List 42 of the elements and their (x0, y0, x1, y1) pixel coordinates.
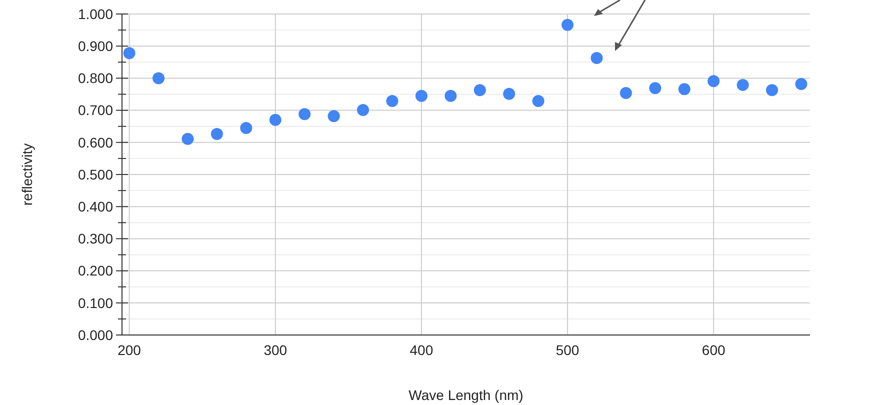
point (474, 84, 486, 96)
point (444, 90, 457, 102)
y-tick-label: 0.200 (78, 262, 114, 279)
x-axis-title: Wave Length (nm) (408, 387, 524, 403)
point (620, 86, 632, 99)
point (269, 114, 282, 126)
point (736, 78, 749, 91)
point (415, 90, 428, 102)
point (357, 104, 370, 116)
point (210, 128, 223, 140)
point (152, 72, 165, 84)
point (766, 84, 778, 96)
x-tick-label: 400 (410, 342, 434, 358)
point (562, 18, 574, 31)
y-tick-label: 0.100 (78, 294, 114, 311)
point (590, 52, 603, 64)
y-tick-label: 0.900 (78, 38, 114, 54)
point (678, 83, 690, 96)
y-tick-label: 0.500 (78, 166, 114, 182)
y-axis-title: reflectivity (19, 143, 35, 206)
point (708, 75, 720, 88)
point (240, 122, 252, 134)
x-tick-label: 600 (702, 342, 726, 358)
y-tick-label: 0.600 (78, 134, 114, 150)
y-tick-label: 0.300 (78, 230, 114, 247)
y-tick-label: 0.000 (78, 326, 114, 343)
point (182, 132, 194, 145)
point (328, 110, 340, 122)
point (123, 47, 136, 60)
x-tick-label: 200 (118, 342, 142, 358)
x-tick-label: 300 (264, 342, 288, 358)
point (532, 95, 544, 107)
y-tick-label: 0.400 (78, 198, 114, 214)
y-tick-label: 0.800 (78, 70, 114, 86)
point (298, 108, 311, 120)
y-tick-label: 1.000 (78, 6, 114, 22)
y-tick-label: 0.700 (78, 102, 114, 118)
point (649, 82, 662, 94)
point (795, 78, 808, 90)
x-tick-label: 500 (556, 342, 580, 358)
point (386, 95, 398, 107)
point (503, 88, 516, 100)
